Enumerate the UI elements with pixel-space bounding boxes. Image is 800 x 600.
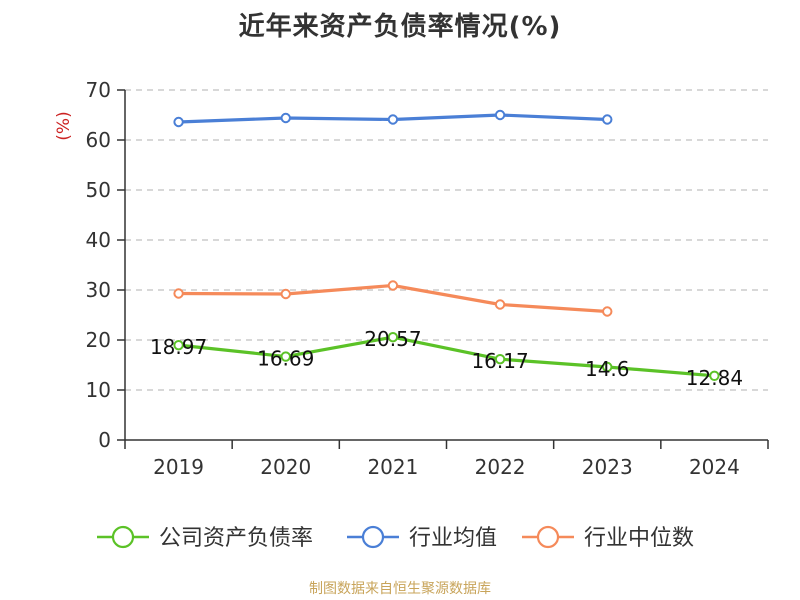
data-point — [709, 370, 720, 381]
data-label: 16.17 — [471, 349, 528, 373]
data-point — [280, 288, 291, 300]
y-tick-label: 60 — [86, 128, 111, 152]
data-label: 14.6 — [585, 357, 630, 381]
axes: 0 10 20 30 40 50 60 70 2019 2020 2021 2022 2023 2024 — [86, 78, 769, 479]
x-tick-label: 2024 — [689, 455, 740, 479]
data-point — [173, 339, 184, 351]
y-tick-label: 50 — [86, 178, 111, 202]
data-point — [280, 112, 291, 124]
data-point — [602, 361, 613, 373]
y-tick-label: 70 — [86, 78, 111, 102]
y-axis-title: (%) — [54, 111, 74, 140]
data-point — [602, 114, 613, 125]
x-tick-label: 2022 — [475, 455, 526, 479]
legend-marker — [536, 525, 560, 549]
legend-label: 行业均值 — [409, 526, 497, 551]
y-tick-label: 10 — [86, 378, 111, 402]
x-tick-label: 2020 — [260, 455, 311, 479]
data-labels: 18.97 16.69 20.57 16.17 14.6 12.84 — [150, 327, 743, 390]
legend: 公司资产负债率 行业均值 行业中位数 — [97, 525, 694, 551]
data-point — [387, 280, 399, 291]
data-point — [602, 306, 613, 317]
grid-lines — [125, 89, 768, 391]
legend-label: 公司资产负债率 — [159, 526, 313, 551]
data-point — [494, 353, 506, 365]
source-note: 制图数据来自恒生聚源数据库 — [309, 581, 491, 597]
data-point — [387, 331, 399, 343]
data-label: 20.57 — [364, 327, 421, 351]
series-lines — [173, 109, 720, 381]
legend-label: 行业中位数 — [584, 526, 694, 551]
legend-marker — [361, 525, 385, 549]
data-point — [173, 288, 184, 299]
series-line — [178, 335, 715, 378]
y-tick-label: 20 — [86, 328, 111, 352]
x-tick-label: 2023 — [582, 455, 633, 479]
data-label: 18.97 — [150, 335, 207, 359]
data-point — [494, 109, 506, 121]
data-point — [494, 299, 506, 310]
data-point — [173, 116, 184, 128]
data-point — [280, 351, 291, 362]
y-tick-label: 0 — [98, 428, 111, 452]
data-point — [387, 114, 399, 125]
x-tick-label: 2019 — [153, 455, 204, 479]
y-tick-label: 30 — [86, 278, 111, 302]
chart-title: 近年来资产负债率情况(%) — [238, 12, 562, 42]
data-label: 12.84 — [686, 366, 743, 390]
data-label: 16.69 — [257, 347, 314, 371]
x-tick-label: 2021 — [367, 455, 418, 479]
y-tick-label: 40 — [86, 228, 111, 252]
legend-marker — [111, 525, 135, 549]
